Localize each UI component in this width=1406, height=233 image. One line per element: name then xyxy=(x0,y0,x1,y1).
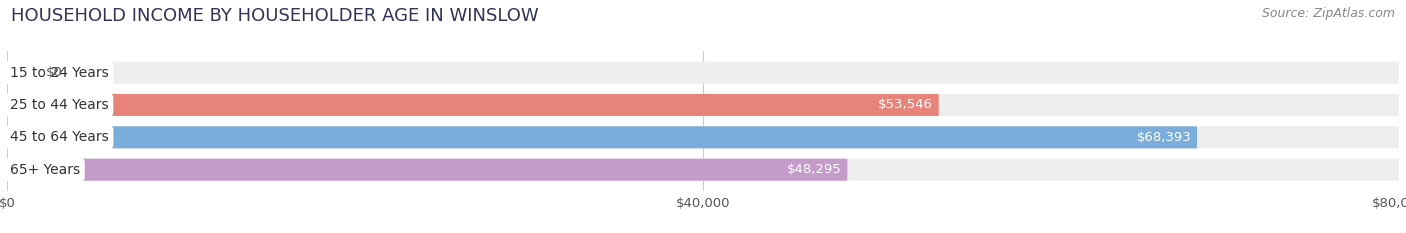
FancyBboxPatch shape xyxy=(7,126,1197,148)
Text: HOUSEHOLD INCOME BY HOUSEHOLDER AGE IN WINSLOW: HOUSEHOLD INCOME BY HOUSEHOLDER AGE IN W… xyxy=(11,7,538,25)
Text: 15 to 24 Years: 15 to 24 Years xyxy=(10,66,108,80)
Text: $0: $0 xyxy=(46,66,63,79)
Text: 25 to 44 Years: 25 to 44 Years xyxy=(10,98,108,112)
FancyBboxPatch shape xyxy=(7,126,1399,148)
FancyBboxPatch shape xyxy=(7,159,1399,181)
FancyBboxPatch shape xyxy=(7,159,848,181)
FancyBboxPatch shape xyxy=(7,94,1399,116)
Text: 65+ Years: 65+ Years xyxy=(10,163,80,177)
Text: $48,295: $48,295 xyxy=(787,163,842,176)
Text: $68,393: $68,393 xyxy=(1136,131,1191,144)
FancyBboxPatch shape xyxy=(7,94,939,116)
Text: 45 to 64 Years: 45 to 64 Years xyxy=(10,130,108,144)
Text: Source: ZipAtlas.com: Source: ZipAtlas.com xyxy=(1261,7,1395,20)
Text: $53,546: $53,546 xyxy=(879,99,934,111)
FancyBboxPatch shape xyxy=(7,62,1399,84)
